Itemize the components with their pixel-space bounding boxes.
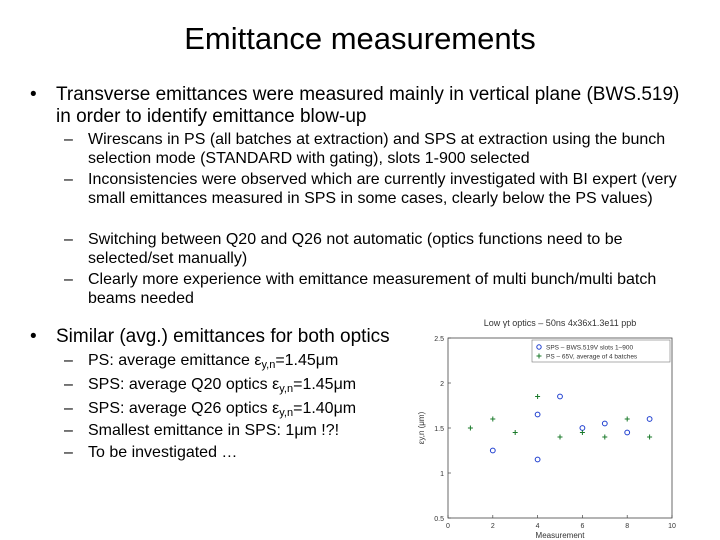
- data-point-circle: [557, 393, 563, 400]
- dash-marker: –: [64, 171, 73, 188]
- legend-box: [531, 339, 671, 363]
- x-tick-label: 2: [491, 523, 495, 530]
- data-point-circle: [579, 425, 586, 431]
- legend-marker: [536, 353, 542, 359]
- sub-bullet-text-part: =1.40μm: [293, 400, 357, 417]
- sub-bullet-text: SPS: average Q20 optics εy,n=1.45μm: [64, 375, 404, 395]
- data-point-circle: [534, 411, 541, 418]
- y-tick-label: 0.5: [434, 516, 444, 523]
- dash-marker: –: [64, 271, 73, 288]
- data-point-plus: [512, 430, 518, 435]
- dash-marker: –: [64, 231, 73, 248]
- legend-label: SPS – BWS.519V slots 1–900: [546, 345, 633, 352]
- x-tick-label: 8: [625, 523, 629, 530]
- sub-bullet-item: – To be investigated …: [64, 443, 404, 462]
- data-point-plus: [602, 434, 608, 440]
- bullet-marker: •: [30, 84, 37, 105]
- x-tick-label: 6: [580, 523, 584, 530]
- sub-bullet-text: Inconsistencies were observed which are …: [88, 171, 677, 207]
- bullet-text: Transverse emittances were measured main…: [56, 84, 680, 127]
- dash-marker: –: [64, 352, 73, 369]
- data-point-plus: [490, 416, 496, 422]
- y-tick-label: 1: [440, 471, 444, 478]
- sub-bullet-item: – SPS: average Q20 optics εy,n=1.45μm: [64, 375, 404, 395]
- bullet-item: • Transverse emittances were measured ma…: [30, 84, 690, 128]
- data-point-circle: [624, 429, 631, 436]
- data-point-circle: [601, 420, 608, 427]
- sub-bullet-text-part: =1.45μm: [293, 376, 357, 393]
- dash-marker: –: [64, 131, 73, 148]
- data-point-plus: [579, 430, 585, 435]
- sub-bullet-item: – Switching between Q20 and Q26 not auto…: [64, 230, 704, 268]
- data-point-plus: [557, 434, 563, 440]
- emittance-scatter-chart: Low γt optics – 50ns 4x36x1.3e11 ppb 0 2 4 6…: [417, 318, 676, 540]
- legend-marker: [536, 344, 542, 350]
- y-tick-label: 2: [440, 381, 444, 388]
- data-point-plus: [624, 416, 630, 422]
- epsilon-subscript: y,n: [279, 383, 294, 395]
- legend-label: PS – 65V, average of 4 batches: [546, 354, 638, 361]
- sub-bullet-item: – Wirescans in PS (all batches at extrac…: [64, 130, 704, 168]
- sub-bullet-text: To be investigated …: [88, 444, 238, 461]
- sub-bullet-item: – PS: average emittance εy,n=1.45μm: [64, 351, 404, 371]
- bullet-item: • Similar (avg.) emittances for both opt…: [30, 326, 420, 348]
- dash-marker: –: [64, 400, 73, 417]
- slide-title: Emittance measurements: [184, 21, 536, 56]
- sub-bullet-text: SPS: average Q26 optics εy,n=1.40μm: [64, 399, 404, 419]
- dash-marker: –: [64, 376, 73, 393]
- epsilon-subscript: y,n: [279, 407, 294, 419]
- plot-area: [447, 337, 673, 519]
- sub-bullet-text: Switching between Q20 and Q26 not automa…: [88, 231, 623, 267]
- data-point-plus: [647, 434, 653, 440]
- sub-bullet-item: – SPS: average Q26 optics εy,n=1.40μm: [64, 399, 404, 419]
- sub-bullet-text-part: =1.45μm: [275, 352, 339, 369]
- bullet-marker: •: [30, 326, 37, 347]
- epsilon-subscript: y,n: [261, 359, 276, 371]
- chart-title: Low γt optics – 50ns 4x36x1.3e11 ppb: [484, 318, 636, 328]
- sub-bullet-item: – Clearly more experience with emittance…: [64, 270, 704, 308]
- sub-bullet-text-part: SPS: average Q20 optics ε: [88, 376, 280, 393]
- data-point-circle: [489, 447, 496, 454]
- data-point-plus: [535, 394, 541, 399]
- x-axis-label: Measurement: [536, 531, 586, 540]
- sub-bullet-text: Smallest emittance in SPS: 1μm !?!: [88, 422, 340, 439]
- dash-marker: –: [64, 422, 73, 439]
- sub-bullet-text-part: SPS: average Q26 optics ε: [88, 400, 280, 417]
- sub-bullet-text: Clearly more experience with emittance m…: [88, 271, 657, 307]
- sub-bullet-item: – Inconsistencies were observed which ar…: [64, 170, 704, 208]
- sub-bullet-text: Wirescans in PS (all batches at extracti…: [88, 131, 666, 167]
- sub-bullet-text: PS: average emittance εy,n=1.45μm: [64, 351, 404, 371]
- y-tick-label: 2.5: [434, 336, 444, 343]
- bullet-text: Similar (avg.) emittances for both optic…: [56, 326, 390, 347]
- data-point-circle: [534, 456, 541, 463]
- data-point-circle: [646, 416, 653, 422]
- y-axis-label: εy,n (μm): [417, 411, 426, 444]
- data-point-plus: [467, 425, 473, 431]
- sub-bullet-text-part: PS: average emittance ε: [88, 352, 262, 369]
- dash-marker: –: [64, 444, 73, 461]
- x-tick-label: 4: [536, 523, 540, 530]
- x-tick-label: 0: [446, 523, 450, 530]
- sub-bullet-item: – Smallest emittance in SPS: 1μm !?!: [64, 421, 404, 440]
- y-tick-label: 1.5: [434, 426, 444, 433]
- x-tick-label: 10: [668, 523, 676, 530]
